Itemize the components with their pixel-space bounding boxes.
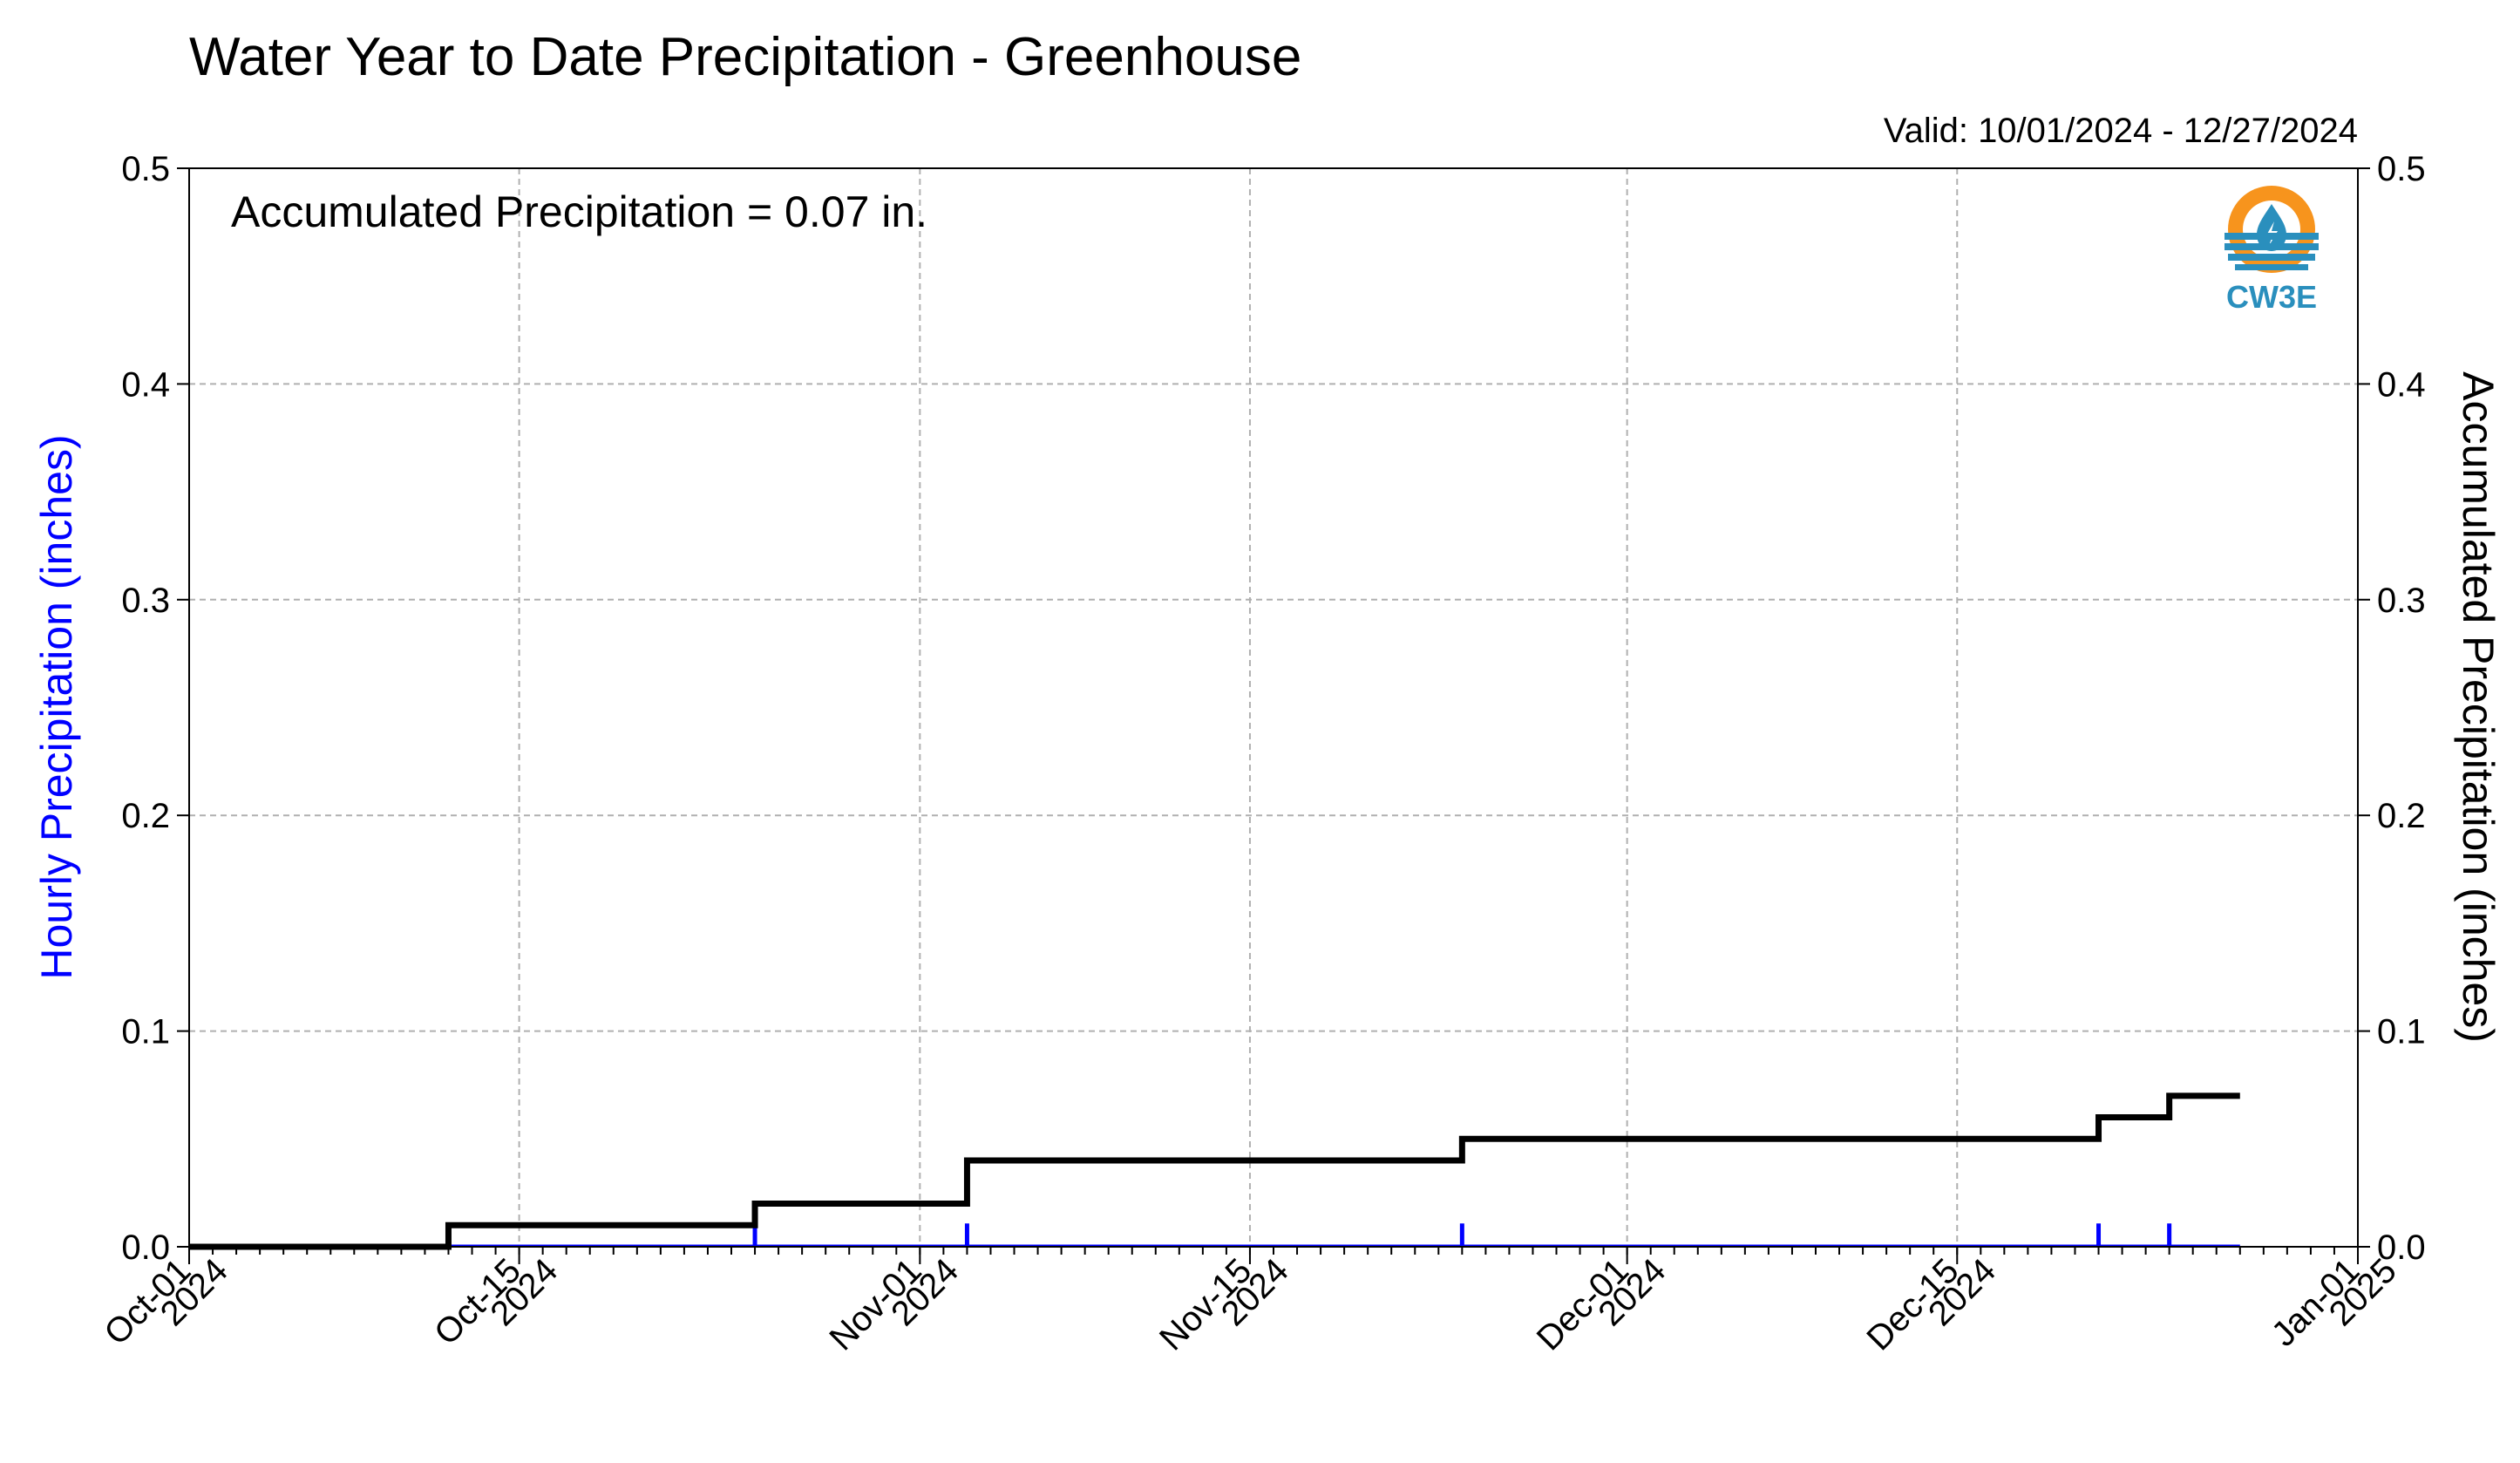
y-tick-label-right: 0.3 [2377,582,2426,620]
y-tick-label-left: 0.1 [121,1013,170,1051]
y-tick-label-right: 0.1 [2377,1013,2426,1051]
logo-wave-3 [2228,254,2315,261]
valid-date-range: Valid: 10/01/2024 - 12/27/2024 [1884,112,2358,150]
accumulated-precip-step-line [189,1092,2240,1250]
y-tick-label-right: 0.0 [2377,1228,2426,1267]
logo-wave-2 [2225,243,2319,250]
accumulated-precip-line [189,1092,2240,1250]
grid-lines [189,168,2358,1247]
cw3e-logo: CW3E [2225,186,2319,315]
y-tick-label-left: 0.5 [121,150,170,188]
y-axis-ticks: 0.0 0.0 0.1 0.1 0.2 0.2 0.3 0.3 0.4 0.4 0.5 0.5 [121,150,2425,1267]
logo-wave-4 [2235,264,2308,270]
chart-title: Water Year to Date Precipitation - Green… [189,27,1301,87]
y-tick-label-right: 0.5 [2377,150,2426,188]
y-axis-label-right: Accumulated Precipitation (inches) [2454,371,2503,1043]
y-tick-label-left: 0.2 [121,797,170,835]
y-tick-label-left: 0.4 [121,365,170,404]
y-axis-label-left: Hourly Precipitation (inches) [32,434,81,979]
annotation-accumulated: Accumulated Precipitation = 0.07 in. [231,187,927,236]
y-tick-label-right: 0.2 [2377,797,2426,835]
y-tick-label-left: 0.3 [121,582,170,620]
y-tick-label-right: 0.4 [2377,365,2426,404]
logo-text: CW3E [2226,279,2317,315]
logo-wave-1 [2225,233,2319,240]
y-tick-label-left: 0.0 [121,1228,170,1267]
